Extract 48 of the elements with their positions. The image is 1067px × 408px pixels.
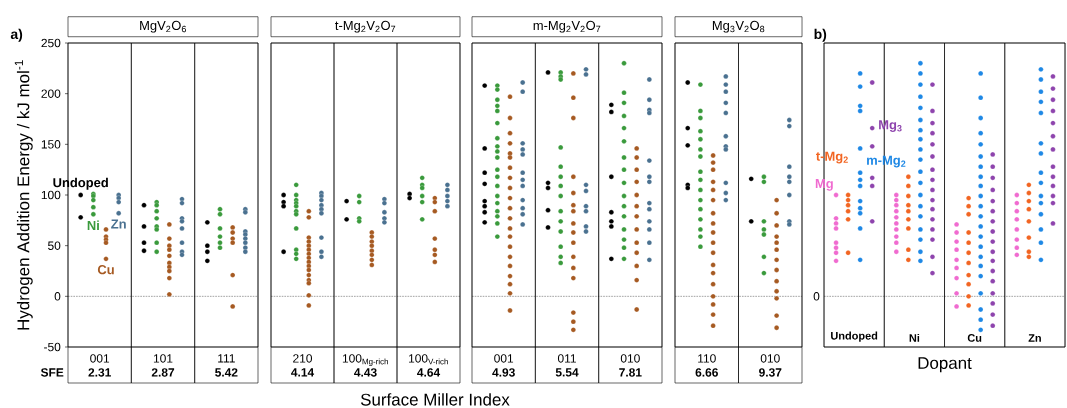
x-tick-label: 100$_{Mg-rich}$ [342, 354, 388, 366]
x-tick-label: 100$_{V-rich}$ [409, 354, 448, 365]
text: 5.54 [555, 368, 579, 377]
y-tick-label: 150 [41, 140, 61, 149]
x-tick-label: 011 [557, 354, 576, 363]
y-tick-label: 100 [41, 190, 61, 200]
text: 2.31 [88, 368, 111, 377]
x-tick-label: 001 [90, 354, 110, 363]
y-tick-label: 200 [41, 89, 61, 98]
text: 4.93 [492, 368, 515, 377]
chart-title: t-Mg$_{2}$V$_{2}$O$_{7}$ [335, 20, 396, 33]
text: 2.87 [151, 368, 175, 377]
chart-title: m-Mg$_{2}$V$_{2}$O$_{7}$ [533, 20, 601, 33]
text: a) [10, 28, 23, 42]
series-label: Ni [87, 220, 99, 230]
x-tick-label: 010 [620, 354, 640, 363]
x-tick-label: Undoped [831, 331, 878, 342]
series-label: Undoped [53, 177, 108, 190]
chart-title: MgV$_{2}$O$_{6}$ [140, 20, 186, 33]
y-tick-label: 250 [41, 38, 61, 48]
text: 5.42 [215, 368, 238, 377]
x-tick-label: Zn [1028, 334, 1041, 342]
text: 0 [813, 292, 820, 301]
x-tick-label: 110 [698, 354, 716, 363]
y-axis-title: Hydrogen Addition Energy / kJ mol$^{-1}$ [14, 60, 33, 330]
text: 6.66 [695, 368, 718, 377]
text: 7.81 [619, 368, 642, 377]
series-label: Cu [97, 265, 114, 275]
text: 4.43 [354, 368, 377, 377]
x-tick-label: 101 [153, 354, 173, 363]
y-tick-label: 50 [48, 241, 61, 250]
x-tick-label: 010 [760, 354, 780, 363]
y-tick-label: 0 [54, 292, 61, 301]
x-tick-label: Ni [909, 333, 920, 342]
chart-title: Mg$_{3}$V$_{2}$O$_{8}$ [712, 20, 765, 33]
x-tick-label: 001 [494, 354, 514, 363]
series-label: Zn [111, 219, 126, 229]
text: 9.37 [759, 368, 782, 377]
x-axis-title: Dopant [918, 357, 972, 373]
x-tick-label: 210 [293, 354, 313, 363]
x-axis-title: Surface Miller Index [360, 393, 510, 406]
text: 4.64 [417, 368, 441, 377]
text: SFE [40, 368, 64, 377]
x-tick-label: Cu [967, 334, 982, 342]
x-tick-label: 111 [218, 354, 235, 363]
y-tick-label: -50 [44, 342, 61, 352]
text: 4.14 [291, 368, 315, 377]
text: b) [814, 28, 827, 42]
